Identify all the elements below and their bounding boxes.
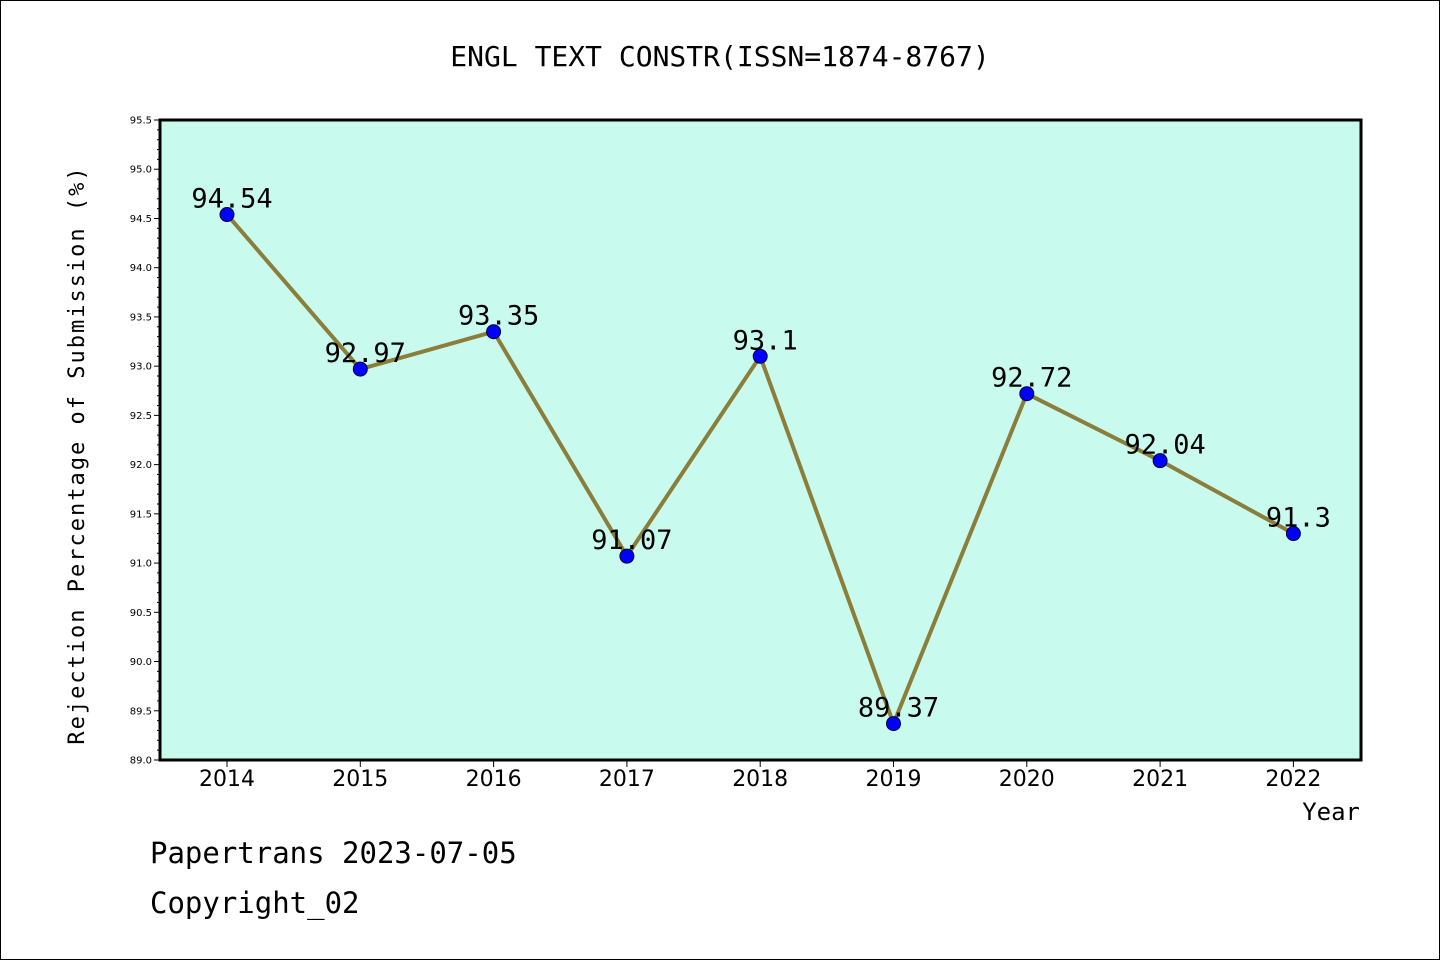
y-tick-label: 93.0	[130, 362, 152, 373]
x-tick-label: 2016	[466, 767, 522, 792]
y-tick-label: 91.5	[130, 509, 152, 520]
data-label: 93.1	[733, 325, 798, 356]
data-label: 91.07	[591, 525, 672, 556]
y-tick-label: 89.5	[130, 706, 152, 717]
y-tick-label: 89.0	[130, 756, 152, 767]
y-axis-label: Rejection Percentage of Submission (%)	[65, 165, 90, 744]
data-label: 92.97	[325, 338, 406, 369]
y-tick-label: 94.5	[130, 214, 152, 225]
x-axis-label: Year	[1302, 798, 1360, 826]
data-point	[1019, 386, 1035, 402]
data-label: 89.37	[858, 693, 939, 724]
plot-area	[158, 118, 1363, 762]
x-tick-label: 2014	[199, 767, 255, 792]
y-tick-label: 92.0	[130, 460, 152, 471]
data-point	[352, 361, 368, 377]
y-tick-label: 95.0	[130, 165, 152, 176]
data-point	[1152, 453, 1168, 469]
x-tick-label: 2018	[732, 767, 788, 792]
y-tick-label: 94.0	[130, 263, 152, 274]
data-label: 92.04	[1124, 430, 1205, 461]
data-label: 93.35	[458, 301, 539, 332]
chart-title: ENGL TEXT CONSTR(ISSN=1874-8767)	[450, 40, 989, 73]
x-tick-label: 2021	[1132, 767, 1188, 792]
series-layer: 94.54 92.97 93.35 91.07 93.1 89.37 92.72 92.04 9…	[191, 184, 1331, 732]
y-axis: 89.0 89.5 90.0 90.5 91.0 91.5 92.0 92.5 93.0 93.5…	[130, 116, 160, 767]
data-point	[219, 207, 235, 223]
footer-date-text: Papertrans 2023-07-05	[150, 836, 517, 870]
x-axis: 2014 2015 2016 2017 2018 2019 2020 2021 2022	[199, 760, 1321, 792]
data-label: 94.54	[191, 184, 272, 215]
data-label: 92.72	[991, 363, 1072, 394]
y-tick-label: 95.5	[130, 116, 152, 127]
y-tick-label: 91.0	[130, 559, 152, 570]
footer-copyright-text: Copyright_02	[150, 886, 360, 920]
x-tick-label: 2015	[332, 767, 388, 792]
data-point	[619, 548, 635, 564]
data-point	[752, 348, 768, 364]
y-tick-label: 90.5	[130, 608, 152, 619]
x-tick-label: 2022	[1265, 767, 1321, 792]
data-point	[486, 324, 502, 340]
data-label: 91.3	[1266, 503, 1331, 534]
x-tick-label: 2020	[999, 767, 1055, 792]
x-tick-label: 2017	[599, 767, 655, 792]
data-point	[1285, 526, 1301, 542]
y-tick-label: 90.0	[130, 657, 152, 668]
data-point	[886, 716, 901, 732]
y-tick-label: 93.5	[130, 312, 152, 323]
y-tick-label: 92.5	[130, 411, 152, 422]
x-tick-label: 2019	[866, 767, 922, 792]
